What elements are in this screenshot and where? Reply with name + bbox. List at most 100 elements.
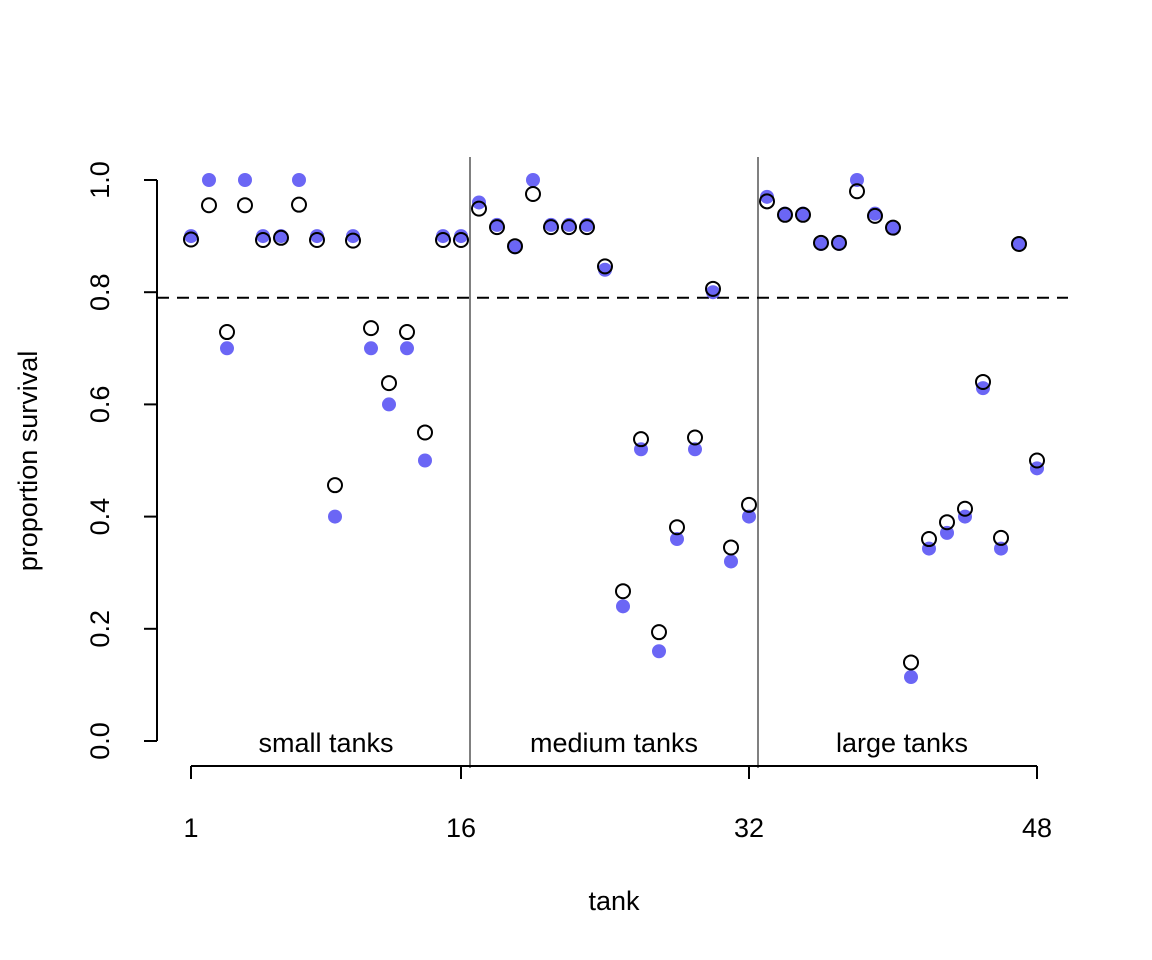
data-point-filled [814,236,828,251]
data-point-filled [454,229,468,244]
data-point-open [651,624,667,641]
data-point-open [921,531,937,548]
data-point-open [993,529,1009,546]
data-point-filled [724,554,738,569]
y-tick-label: 0.4 [85,498,115,536]
y-tick-label: 0.2 [85,610,115,648]
data-point-filled [760,189,774,204]
data-point-open [633,431,649,448]
data-point-open [273,229,289,246]
data-point-open [561,219,577,236]
data-point-open [471,200,487,217]
data-point-filled [346,229,360,244]
data-point-open [345,232,361,249]
data-point-filled [508,240,522,255]
data-point-open [813,234,829,251]
data-point-filled [364,341,378,356]
data-point-open [183,231,199,248]
data-point-open [669,519,685,536]
data-point-filled [310,229,324,244]
data-point-filled [220,341,234,356]
data-point-filled [652,644,666,659]
data-point-open [219,324,235,341]
data-point-filled [850,173,864,187]
data-point-open [525,186,541,203]
group-label: large tanks [836,728,968,758]
data-point-open [777,206,793,223]
x-tick-label: 32 [734,813,764,843]
data-point-open [939,514,955,531]
data-point-open [903,654,919,671]
data-point-open [597,258,613,275]
y-tick-label: 1.0 [85,161,115,199]
data-point-open [1029,452,1045,469]
y-tick-label: 0.6 [85,386,115,424]
data-point-open [201,197,217,214]
x-axis-title: tank [588,886,640,916]
data-point-open [309,232,325,249]
data-point-open [1011,235,1027,252]
data-point-open [957,500,973,517]
data-point-open [381,375,397,392]
data-point-open [507,238,523,255]
data-point-open [885,219,901,236]
data-point-filled [184,229,198,244]
data-point-open [255,232,271,249]
data-point-open [687,429,703,446]
data-point-open [327,477,343,494]
data-point-filled [328,509,342,524]
data-point-filled [616,599,630,614]
data-point-open [579,219,595,236]
data-point-filled [670,532,684,547]
data-point-filled [238,173,252,187]
data-point-open [705,280,721,297]
data-point-open [489,219,505,236]
data-point-open [849,183,865,200]
data-point-open [417,424,433,441]
data-point-open [741,496,757,513]
data-point-filled [832,236,846,251]
data-point-filled [202,173,216,187]
data-point-filled [436,229,450,244]
data-point-open [543,219,559,236]
axes: 0.0 0.2 0.4 0.6 0.8 1.0 1 16 32 48 [85,161,1052,843]
data-point-open [291,196,307,213]
x-tick-label: 1 [183,813,198,843]
group-label: medium tanks [530,728,698,758]
data-point-filled [904,670,918,685]
data-point-open [399,324,415,341]
data-point-open [795,206,811,223]
data-point-filled [778,206,792,221]
data-point-filled [382,397,396,412]
data-point-open [363,320,379,337]
data-point-filled [688,442,702,457]
data-point-filled [598,262,612,277]
data-point-filled [796,206,810,221]
data-point-filled [706,285,720,300]
data-point-filled [886,221,900,236]
data-point-open [615,583,631,600]
x-tick-label: 48 [1022,813,1052,843]
group-label: small tanks [258,728,393,758]
y-tick-label: 0.0 [85,722,115,760]
data-point-open [723,539,739,556]
data-point-open [237,197,253,214]
x-tick-label: 16 [446,813,476,843]
data-point-open [975,373,991,390]
data-point-filled [526,173,540,187]
data-point-filled [292,173,306,187]
data-point-filled [256,229,270,244]
plot-area: small tanks medium tanks large tanks [157,157,1068,768]
data-point-filled [418,453,432,468]
data-point-open [831,234,847,251]
data-point-open [435,232,451,249]
data-point-open [867,207,883,224]
data-point-open [759,193,775,210]
data-point-filled [400,341,414,356]
data-point-filled [742,509,756,524]
data-point-filled [1012,236,1026,251]
y-tick-label: 0.8 [85,273,115,311]
y-axis-title: proportion survival [13,351,43,572]
data-point-open [453,232,469,249]
